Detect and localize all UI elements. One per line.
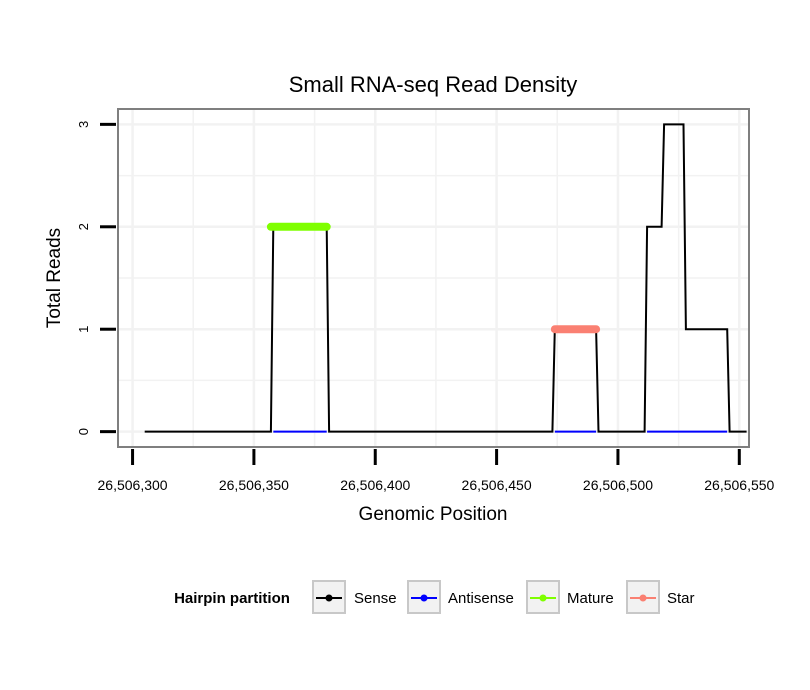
y-tick-label: 2 <box>76 223 91 230</box>
x-tick-label: 26,506,450 <box>462 477 532 493</box>
panel-border <box>117 108 750 448</box>
legend-key-point <box>639 594 647 602</box>
legend-label-star: Star <box>667 590 695 607</box>
series-layer <box>144 123 747 433</box>
y-tick-label: 3 <box>76 121 91 128</box>
y-tick-label: 1 <box>76 326 91 333</box>
x-tick-label: 26,506,400 <box>340 477 410 493</box>
y-axis-label: Total Reads <box>44 228 65 328</box>
legend-label-sense: Sense <box>354 590 397 607</box>
x-axis-label: Genomic Position <box>359 504 508 525</box>
legend-key-point <box>325 594 333 602</box>
legend: Hairpin partition Sense Antisense Mature St… <box>174 580 695 614</box>
legend-key-point <box>420 594 428 602</box>
x-tick-label: 26,506,350 <box>219 477 289 493</box>
y-tick-label: 0 <box>76 428 91 435</box>
x-tick-label: 26,506,550 <box>704 477 774 493</box>
chart-title: Small RNA-seq Read Density <box>289 72 578 97</box>
legend-title: Hairpin partition <box>174 590 290 607</box>
legend-label-mature: Mature <box>567 590 614 607</box>
legend-key-point <box>539 594 547 602</box>
x-tick-label: 26,506,500 <box>583 477 653 493</box>
legend-label-antisense: Antisense <box>448 590 514 607</box>
x-axis: 26,506,300 26,506,350 26,506,400 26,506,450… <box>98 449 775 493</box>
grid <box>118 109 749 447</box>
y-axis: 0 1 2 3 <box>76 121 116 435</box>
x-tick-label: 26,506,300 <box>98 477 168 493</box>
